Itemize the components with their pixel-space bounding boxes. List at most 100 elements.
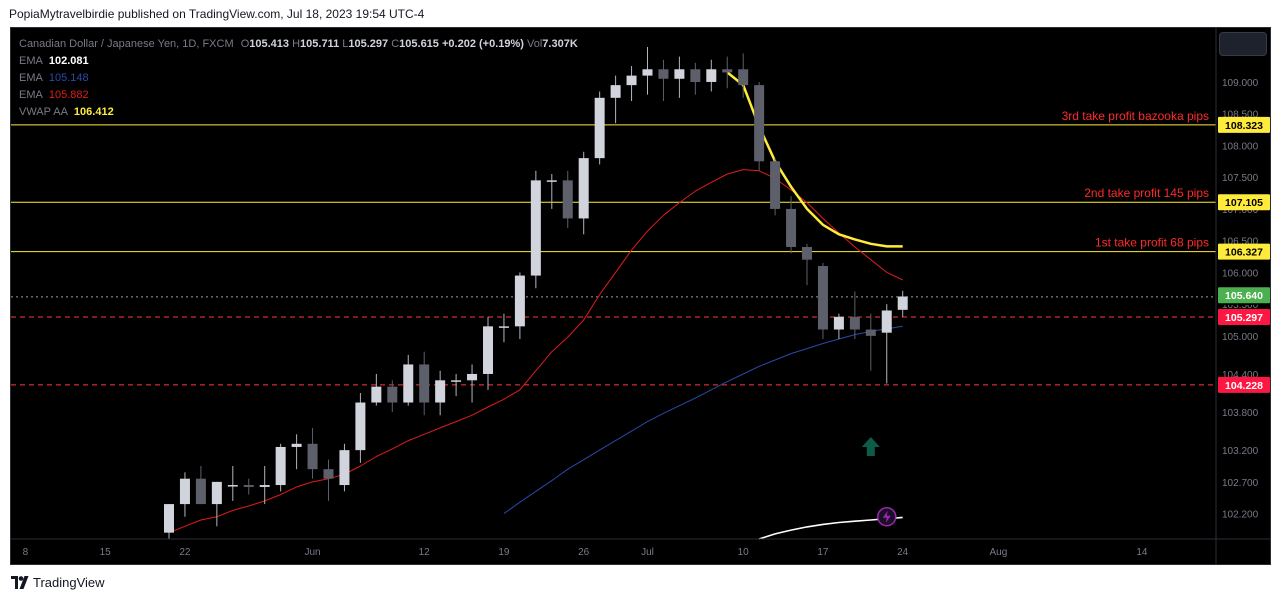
- price-tick-label: 102.200: [1222, 510, 1259, 521]
- plot-background: [11, 28, 1270, 564]
- publish-line: PopiaMytravelbirdie published on Trading…: [9, 7, 425, 21]
- date-tick-label: 12: [419, 547, 431, 558]
- price-tick-label: 106.500: [1222, 237, 1259, 248]
- date-tick-label: 26: [578, 547, 590, 558]
- candle-body: [594, 97, 605, 159]
- horizontal-lines: 3rd take profit bazooka pips 2nd take pro…: [11, 109, 1216, 386]
- candle-body: [562, 180, 573, 219]
- candle-body: [339, 450, 350, 486]
- date-tick-label: 19: [498, 547, 510, 558]
- candle-body: [323, 469, 334, 479]
- price-tick-label: 103.800: [1222, 408, 1259, 419]
- date-tick-label: 10: [738, 547, 750, 558]
- date-tick-label: 17: [817, 547, 829, 558]
- price-badge: 104.228: [1225, 380, 1263, 392]
- price-badges: 108.323107.105106.327105.615105.297104.2…: [1218, 116, 1270, 393]
- close-value: 105.615: [399, 38, 439, 50]
- candle-body: [690, 69, 701, 82]
- vol-label: Vol: [527, 38, 543, 50]
- chart-frame[interactable]: 3rd take profit bazooka pips 2nd take pro…: [10, 27, 1271, 565]
- candle-body: [674, 69, 685, 79]
- high-value: 105.711: [300, 38, 340, 50]
- indicator-name: EMA: [19, 72, 43, 84]
- candles: [164, 47, 908, 539]
- indicator-row-ema-2[interactable]: EMA 105.148: [19, 70, 578, 87]
- chart-settings-button[interactable]: [1219, 32, 1267, 56]
- candle-body: [371, 386, 382, 403]
- candle-body: [307, 443, 318, 470]
- candle-body: [722, 69, 733, 73]
- candle-body: [403, 364, 414, 403]
- candle-body: [355, 402, 366, 451]
- candle-body: [881, 310, 892, 333]
- candle-body: [738, 69, 749, 86]
- time-axis[interactable]: 8 15 22 Jun 12 19 26 Jul 10 17 24 Aug 14: [23, 547, 1148, 558]
- candle-body: [419, 364, 430, 403]
- price-badge-bg: [1218, 116, 1270, 133]
- candle-body: [578, 158, 589, 219]
- price-tick-label: 108.500: [1222, 110, 1259, 121]
- candle-body: [227, 485, 238, 487]
- candle-body: [642, 69, 653, 76]
- indicator-name: EMA: [19, 89, 43, 101]
- vol-value: 7.307K: [542, 38, 578, 50]
- price-tick-label: 109.000: [1222, 78, 1259, 89]
- date-tick-label: 15: [100, 547, 112, 558]
- price-badge: 105.297: [1225, 312, 1263, 324]
- annotations: [861, 436, 897, 527]
- open-label: O: [240, 38, 250, 50]
- horizontal-line-label: 1st take profit 68 pips: [1095, 236, 1209, 250]
- indicator-value: 106.412: [73, 106, 114, 118]
- date-tick-label: Aug: [990, 547, 1008, 558]
- arrow-up-icon: [861, 436, 880, 456]
- last-price-badge: 105.640: [1225, 290, 1263, 302]
- indicator-row-ema-3[interactable]: EMA 105.882: [19, 87, 578, 104]
- candle-body: [275, 446, 286, 486]
- change-value: +0.202 (+0.19%): [441, 38, 524, 50]
- date-tick-label: 22: [179, 547, 191, 558]
- candle-body: [451, 380, 462, 382]
- candle-body: [610, 85, 621, 98]
- low-value: 105.297: [348, 38, 389, 50]
- horizontal-line-label: 2nd take profit 145 pips: [1084, 186, 1209, 200]
- candle-body: [243, 485, 254, 487]
- price-tick-label: 104.400: [1222, 370, 1259, 381]
- price-badge-bg: [1218, 376, 1270, 393]
- price-badge-bg: [1218, 309, 1270, 326]
- indicator-value: 105.148: [48, 72, 89, 84]
- indicator-row-ema-1[interactable]: EMA 102.081: [19, 53, 578, 70]
- date-tick-label: Jun: [304, 547, 320, 558]
- candle-body: [802, 247, 812, 260]
- candle-body: [179, 478, 190, 505]
- symbol-title[interactable]: Canadian Dollar / Japanese Yen, 1D, FXCM: [19, 38, 234, 50]
- open-value: 105.413: [249, 38, 290, 50]
- candle-body: [897, 296, 908, 310]
- price-badge-bg: [1218, 243, 1270, 260]
- candle-body: [770, 161, 781, 209]
- candle-body: [514, 275, 525, 327]
- candle-body: [195, 478, 206, 505]
- footer-brand: TradingView: [33, 575, 105, 590]
- candle-body: [259, 485, 270, 487]
- price-tick-label: 107.000: [1222, 205, 1259, 216]
- axes: [11, 28, 1270, 564]
- indicator-value: 102.081: [48, 55, 89, 67]
- date-tick-label: 14: [1136, 547, 1148, 558]
- candle-body: [626, 75, 637, 86]
- candle-body: [754, 85, 765, 162]
- price-tick-label: 108.000: [1222, 141, 1259, 152]
- candle-body: [786, 208, 797, 247]
- low-label: L: [342, 38, 349, 50]
- price-tick-label: 106.000: [1222, 268, 1259, 279]
- candle-body: [865, 329, 876, 336]
- price-badge-bg: [1218, 194, 1270, 211]
- ohlc-row: Canadian Dollar / Japanese Yen, 1D, FXCM…: [19, 36, 578, 53]
- price-badge: 106.327: [1225, 247, 1263, 259]
- indicator-row-vwap[interactable]: VWAP AA 106.412: [19, 104, 578, 121]
- chart-canvas[interactable]: 3rd take profit bazooka pips 2nd take pro…: [11, 28, 1271, 565]
- candle-body: [706, 69, 717, 82]
- candle-body: [211, 481, 222, 505]
- price-axis[interactable]: 109.500109.000108.500108.000107.500107.0…: [1222, 46, 1259, 520]
- date-tick-label: 8: [23, 547, 29, 558]
- high-label: H: [292, 38, 301, 50]
